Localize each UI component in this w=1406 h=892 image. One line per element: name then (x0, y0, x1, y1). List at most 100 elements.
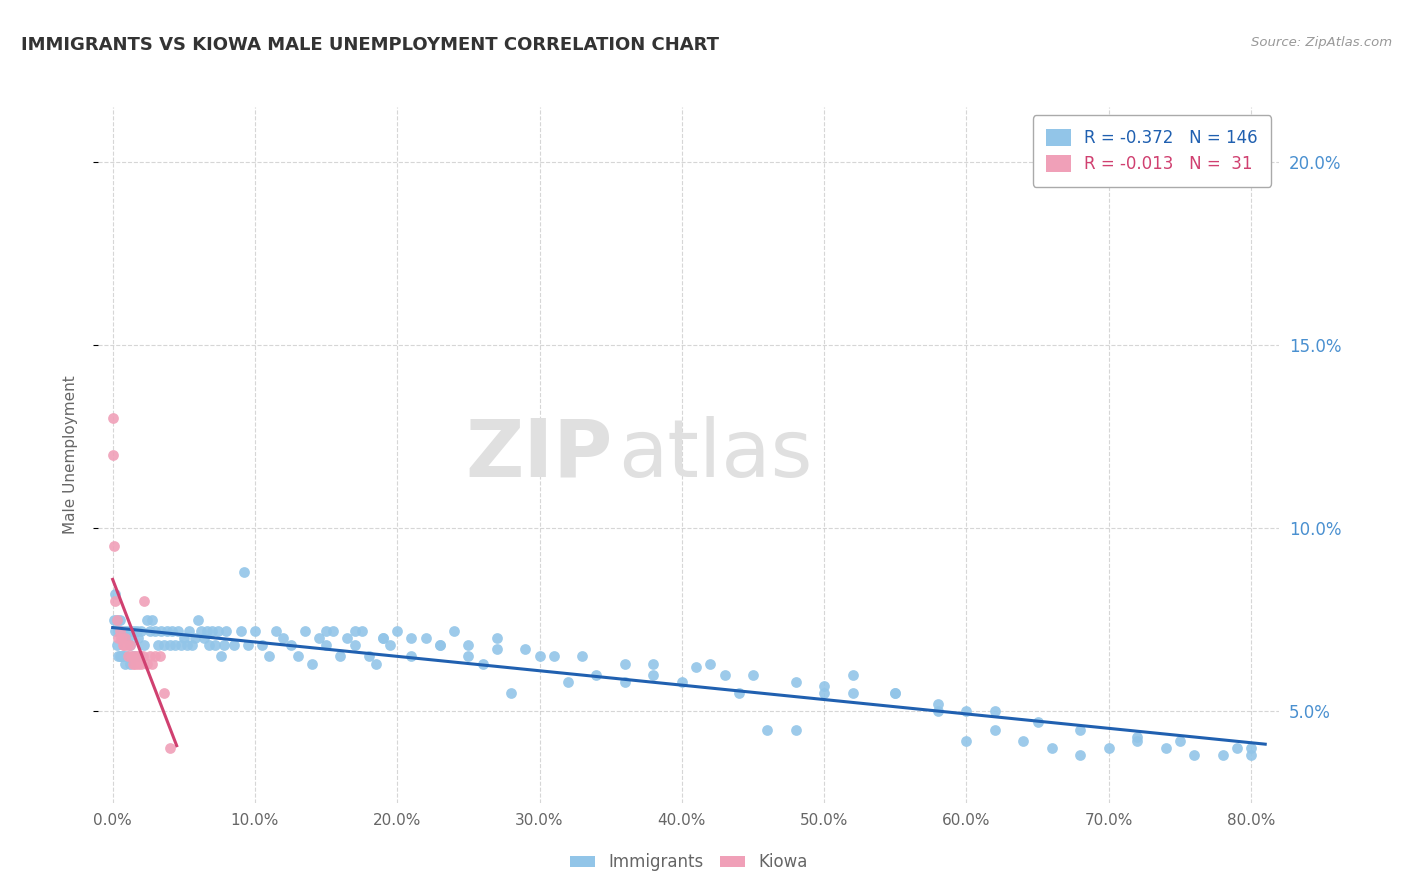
Point (727, 686, 749, 700)
Point (429, 638, 451, 652)
Point (301, 657, 323, 671)
Point (350, 624, 373, 638)
Point (115, 638, 138, 652)
Point (159, 740, 181, 755)
Point (287, 649, 309, 664)
Point (250, 638, 273, 652)
Point (132, 638, 155, 652)
Point (112, 624, 135, 638)
Text: IMMIGRANTS VS KIOWA MALE UNEMPLOYMENT CORRELATION CHART: IMMIGRANTS VS KIOWA MALE UNEMPLOYMENT CO… (21, 36, 718, 54)
Y-axis label: Male Unemployment: Male Unemployment (63, 376, 77, 534)
Point (1040, 740, 1063, 755)
Point (1126, 730, 1149, 744)
Point (315, 624, 337, 638)
Point (515, 642, 537, 657)
Point (336, 631, 359, 645)
Point (159, 638, 181, 652)
Point (108, 624, 131, 638)
Point (117, 649, 139, 664)
Point (198, 638, 221, 652)
Point (841, 667, 863, 681)
Point (927, 704, 949, 718)
Point (132, 594, 155, 608)
Point (294, 624, 316, 638)
Point (713, 667, 735, 681)
Point (273, 631, 295, 645)
Point (173, 631, 195, 645)
Point (927, 697, 949, 711)
Point (125, 649, 148, 664)
Point (143, 624, 166, 638)
Point (984, 723, 1007, 737)
Point (131, 649, 153, 664)
Point (343, 638, 366, 652)
Point (1182, 748, 1205, 763)
Point (322, 624, 344, 638)
Point (585, 667, 607, 681)
Text: Source: ZipAtlas.com: Source: ZipAtlas.com (1251, 36, 1392, 49)
Point (308, 631, 330, 645)
Point (141, 657, 163, 671)
Point (557, 675, 579, 690)
Point (457, 649, 479, 664)
Point (212, 638, 235, 652)
Point (742, 667, 765, 681)
Point (1069, 748, 1091, 763)
Text: ZIP: ZIP (465, 416, 612, 494)
Point (115, 624, 138, 638)
Point (485, 631, 508, 645)
Point (135, 613, 157, 627)
Point (215, 624, 238, 638)
Point (209, 649, 232, 664)
Point (105, 638, 128, 652)
Point (122, 624, 145, 638)
Point (643, 667, 665, 681)
Point (153, 638, 176, 652)
Point (143, 649, 166, 664)
Point (571, 649, 593, 664)
Point (280, 638, 302, 652)
Point (150, 624, 173, 638)
Point (813, 686, 835, 700)
Point (415, 631, 437, 645)
Point (1026, 715, 1049, 730)
Point (266, 624, 288, 638)
Point (204, 638, 226, 652)
Point (195, 624, 218, 638)
Point (114, 657, 136, 671)
Point (141, 613, 163, 627)
Point (371, 631, 394, 645)
Point (179, 624, 201, 638)
Point (193, 631, 215, 645)
Point (671, 675, 693, 690)
Point (124, 649, 146, 664)
Point (756, 723, 779, 737)
Point (387, 624, 409, 638)
Point (181, 638, 204, 652)
Point (120, 649, 142, 664)
Point (443, 624, 465, 638)
Point (371, 631, 394, 645)
Point (222, 638, 245, 652)
Point (457, 638, 479, 652)
Point (138, 624, 160, 638)
Point (485, 642, 508, 657)
Point (613, 657, 636, 671)
Point (785, 675, 807, 690)
Point (105, 613, 128, 627)
Point (429, 638, 451, 652)
Point (984, 704, 1007, 718)
Point (243, 624, 266, 638)
Point (112, 638, 135, 652)
Point (167, 624, 190, 638)
Point (315, 638, 337, 652)
Point (232, 565, 254, 579)
Point (165, 638, 187, 652)
Point (108, 613, 131, 627)
Point (190, 624, 212, 638)
Point (1069, 723, 1091, 737)
Point (107, 649, 129, 664)
Point (364, 657, 387, 671)
Point (138, 649, 160, 664)
Legend: Immigrants, Kiowa: Immigrants, Kiowa (564, 847, 814, 878)
